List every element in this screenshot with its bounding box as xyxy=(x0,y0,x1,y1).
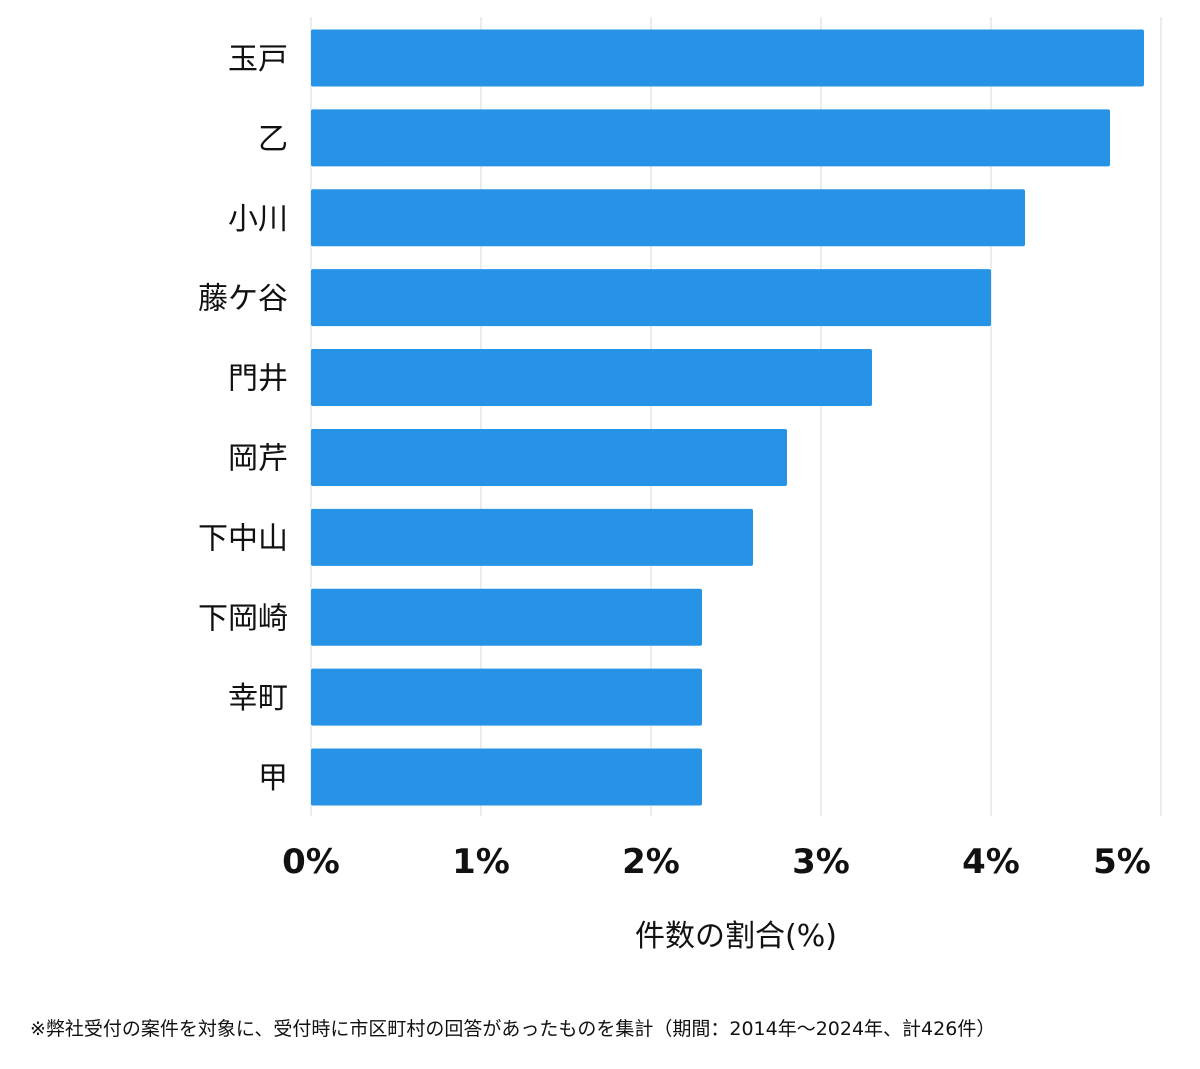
category-label: 幸町 xyxy=(228,681,288,716)
category-label: 下岡崎 xyxy=(198,601,288,636)
bar xyxy=(311,349,872,407)
bar xyxy=(311,428,787,486)
x-tick-label: 2% xyxy=(622,842,680,882)
x-axis-title: 件数の割合(%) xyxy=(635,919,837,954)
category-label: 甲 xyxy=(258,761,288,796)
category-label: 下中山 xyxy=(198,521,288,556)
category-label: 岡芹 xyxy=(228,441,288,476)
x-tick-label: 4% xyxy=(962,842,1020,882)
bars xyxy=(311,29,1144,806)
bar xyxy=(311,29,1144,87)
x-tick-label: 1% xyxy=(452,842,510,882)
bar xyxy=(311,668,702,726)
x-tick-label: 5% xyxy=(1093,842,1151,882)
footnote: ※弊社受付の案件を対象に、受付時に市区町村の回答があったものを集計（期間：201… xyxy=(30,1018,996,1040)
bar xyxy=(311,189,1025,247)
bar xyxy=(311,508,753,566)
category-label: 小川 xyxy=(228,202,288,237)
category-label: 玉戸 xyxy=(228,42,288,77)
category-label: 藤ケ谷 xyxy=(198,282,288,317)
bar xyxy=(311,269,991,327)
x-tick-label: 0% xyxy=(282,842,340,882)
category-label: 門井 xyxy=(228,362,288,397)
x-tick-label: 3% xyxy=(792,842,850,882)
category-label: 乙 xyxy=(258,122,288,157)
bar xyxy=(311,109,1110,167)
x-tick-labels: 0% 1% 2% 3% 4% 5% xyxy=(282,842,1151,882)
bar xyxy=(311,588,702,646)
bar xyxy=(311,748,702,806)
